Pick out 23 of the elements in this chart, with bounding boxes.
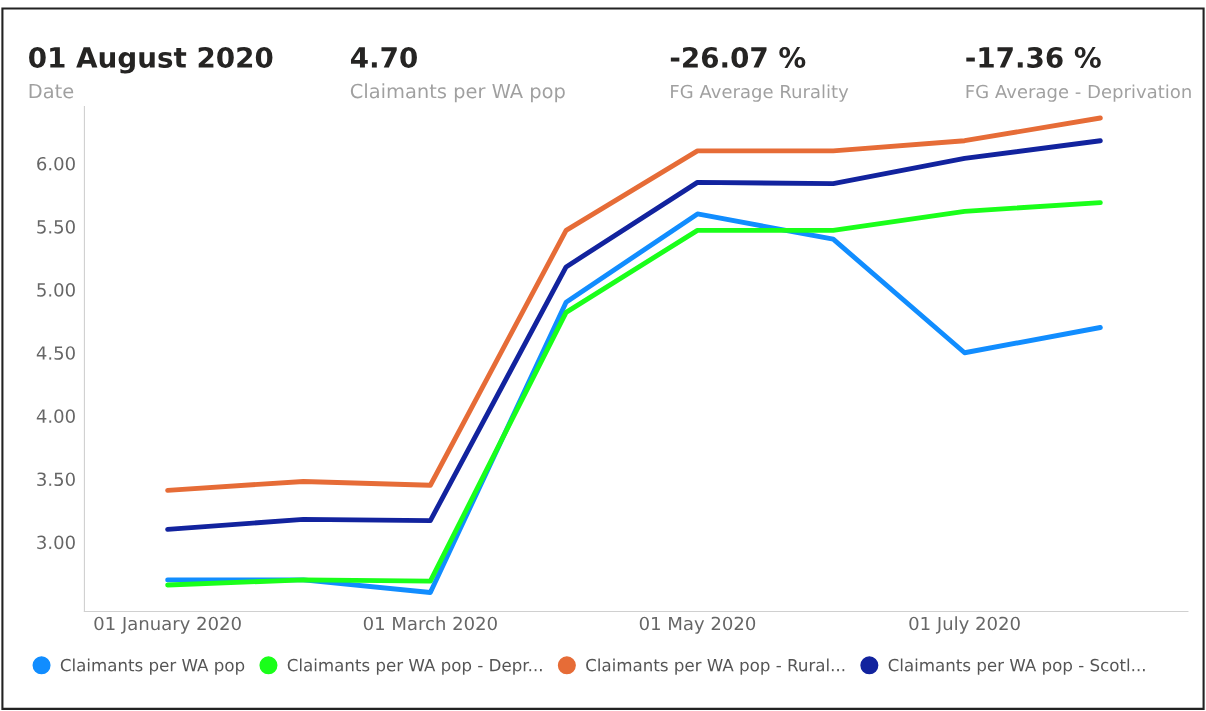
x-tick-label: 01 January 2020 bbox=[94, 616, 241, 634]
y-tick-label: 4.50 bbox=[36, 346, 75, 360]
x-tick-label: 01 July 2020 bbox=[909, 616, 1020, 634]
text: Claimants per WA pop bbox=[350, 83, 565, 103]
legend-label: Claimants per WA pop bbox=[60, 658, 245, 675]
y-tick-label: 3.00 bbox=[37, 535, 75, 550]
legend-label: Claimants per WA pop - Rural... bbox=[586, 658, 845, 675]
x-tick-label: 01 March 2020 bbox=[363, 616, 497, 631]
text: 4.70 bbox=[350, 46, 417, 68]
x-tick-label: 01 May 2020 bbox=[639, 616, 756, 634]
text: -26.07 % bbox=[670, 46, 806, 68]
text: 01 August 2020 bbox=[29, 46, 273, 74]
y-tick-label: 6.00 bbox=[37, 156, 75, 171]
legend-label: Claimants per WA pop - Depr... bbox=[287, 658, 542, 675]
text: Date bbox=[29, 83, 74, 99]
text: -17.36 % bbox=[966, 46, 1101, 68]
y-tick-label: 4.00 bbox=[36, 409, 75, 423]
y-tick-label: 3.50 bbox=[37, 472, 75, 487]
text: FG Average - Deprivation bbox=[966, 84, 1191, 102]
y-tick-label: 5.00 bbox=[37, 283, 75, 297]
legend-label: Claimants per WA pop - Scotl... bbox=[888, 658, 1145, 675]
y-tick-label: 5.50 bbox=[37, 220, 75, 234]
text: FG Average Rurality bbox=[671, 84, 849, 102]
